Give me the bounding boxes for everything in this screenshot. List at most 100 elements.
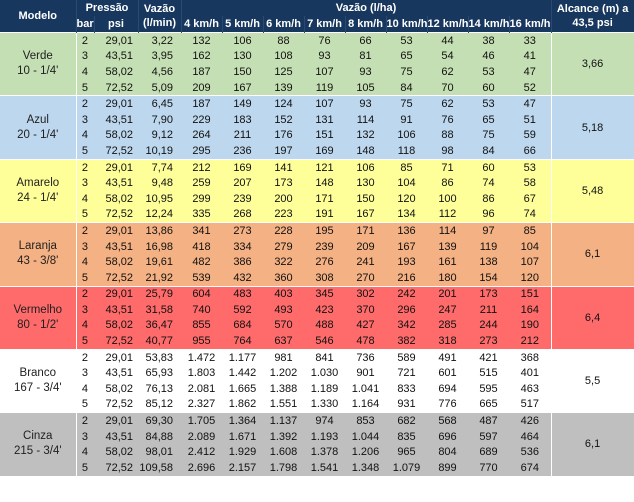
vazao-lha-value: 148 <box>315 177 334 190</box>
table-row: 4 58,02 98,01 2.412 1.929 1.608 1.378 1.206 965 8… <box>0 444 634 461</box>
vazao-lha-value: 1.177 <box>222 348 263 366</box>
vazao-lha-value: 53 <box>386 31 427 49</box>
psi-value: 29,01 <box>94 222 138 239</box>
vazao-lha-value: 488 <box>315 319 334 332</box>
vazao-lha-value: 592 <box>233 303 252 316</box>
bar-value: 5 <box>81 144 88 157</box>
vazao-lha-value: 2.089 <box>187 430 216 443</box>
model-size: 10 - 1/4' <box>17 65 59 78</box>
vazao-lmin-value: 5,09 <box>151 81 173 94</box>
vazao-lha-value: 60 <box>468 158 509 176</box>
vazao-lha-value: 241 <box>356 256 375 269</box>
vazao-lha-value: 120 <box>397 192 416 205</box>
vazao-lha-value: 104 <box>397 177 416 190</box>
vazao-lha-value: 74 <box>482 177 495 190</box>
vazao-lha-value: 696 <box>438 430 457 443</box>
vazao-lha-value: 487 <box>468 412 509 429</box>
vazao-lha-value: 162 <box>192 50 211 63</box>
vazao-lha-value: 546 <box>315 335 334 348</box>
vazao-lha-value: 106 <box>222 31 263 49</box>
bar-value: 3 <box>81 113 88 126</box>
model-name: Verde <box>22 50 53 63</box>
psi-value: 72,52 <box>105 208 133 221</box>
table-row: Vermelho 80 - 1/2' 2 29,01 25,79 604 483 403 345… <box>0 285 634 350</box>
psi-value: 43,51 <box>105 177 133 190</box>
vazao-lha-value: 1.392 <box>269 430 298 443</box>
vazao-lha-value: 47 <box>523 65 536 78</box>
alcance-value: 5,48 <box>550 158 634 223</box>
model-size: 24 - 1/4' <box>17 191 59 204</box>
vazao-lha-value: 1.442 <box>228 367 257 380</box>
psi-value: 29,01 <box>94 412 138 429</box>
vazao-lha-value: 1.330 <box>310 398 339 411</box>
vazao-lha-value: 66 <box>345 31 386 49</box>
table-row: 3 43,51 16,98 418 334 279 239 209 167 139 119 104 <box>0 238 634 255</box>
vazao-lmin-value: 36,47 <box>145 319 173 332</box>
psi-value: 72,52 <box>105 144 133 157</box>
vazao-lha-value: 597 <box>479 430 498 443</box>
vazao-lha-value: 65 <box>482 113 495 126</box>
model-name: Amarelo <box>16 176 60 189</box>
psi-value: 58,02 <box>105 382 133 395</box>
vazao-lha-value: 85 <box>509 222 552 239</box>
table-row: Branco 167 - 3/4' 2 29,01 53,83 1.472 1.177 981… <box>0 348 634 413</box>
vazao-lha-value: 108 <box>274 50 293 63</box>
vazao-lha-value: 131 <box>315 113 334 126</box>
vazao-lha-value: 130 <box>233 50 252 63</box>
vazao-lha-value: 1.044 <box>351 430 380 443</box>
table-row: Amarelo 24 - 1/4' 2 29,01 7,74 212 169 141 121 10… <box>0 158 634 223</box>
vazao-lha-value: 33 <box>509 31 552 49</box>
vazao-lha-value: 1.388 <box>269 382 298 395</box>
vazao-lha-value: 423 <box>315 303 334 316</box>
vazao-lha-value: 302 <box>345 285 386 303</box>
vazao-lha-value: 236 <box>233 144 252 157</box>
psi-value: 43,51 <box>105 303 133 316</box>
vazao-lha-value: 58 <box>523 177 536 190</box>
vazao-lmin-value: 7,90 <box>151 113 173 126</box>
table-row: 3 43,51 65,93 1.803 1.442 1.202 1.030 901 721 601… <box>0 365 634 382</box>
vazao-lha-value: 296 <box>397 303 416 316</box>
vazao-lha-value: 1.348 <box>351 461 380 474</box>
vazao-lha-value: 136 <box>386 222 427 239</box>
vazao-lha-value: 273 <box>479 335 498 348</box>
vazao-lha-value: 273 <box>222 222 263 239</box>
vazao-lha-value: 493 <box>274 303 293 316</box>
vazao-lha-value: 67 <box>523 192 536 205</box>
model-cell: Cinza 215 - 3/4' <box>0 412 77 476</box>
vazao-lha-value: 212 <box>181 158 222 176</box>
header-speed: 5 km/h <box>222 16 264 33</box>
vazao-lha-value: 1.202 <box>269 367 298 380</box>
header-psi: psi <box>94 16 139 33</box>
vazao-lha-value: 54 <box>441 50 454 63</box>
vazao-lha-value: 119 <box>479 240 498 253</box>
alcance-value: 5,18 <box>550 95 634 160</box>
model-size: 20 - 1/4' <box>17 128 59 141</box>
vazao-lha-value: 125 <box>274 65 293 78</box>
vazao-lha-value: 285 <box>438 319 457 332</box>
model-cell: Amarelo 24 - 1/4' <box>0 158 77 223</box>
vazao-lha-value: 901 <box>356 367 375 380</box>
vazao-lha-value: 211 <box>479 303 498 316</box>
vazao-lha-value: 432 <box>233 271 252 284</box>
model-size: 80 - 1/2' <box>17 318 59 331</box>
vazao-lmin-value: 16,98 <box>145 240 173 253</box>
psi-value: 29,01 <box>94 31 138 49</box>
vazao-lha-value: 1.665 <box>228 382 257 395</box>
vazao-lha-value: 478 <box>356 335 375 348</box>
vazao-lha-value: 104 <box>520 240 539 253</box>
vazao-lha-value: 981 <box>263 348 304 366</box>
vazao-lha-value: 1.862 <box>228 398 257 411</box>
vazao-lha-value: 229 <box>192 113 211 126</box>
vazao-lha-value: 689 <box>479 446 498 459</box>
vazao-lmin-value: 40,77 <box>145 335 173 348</box>
vazao-lha-value: 76 <box>304 31 345 49</box>
vazao-lha-value: 247 <box>438 303 457 316</box>
vazao-lha-value: 1.030 <box>310 367 339 380</box>
table-row: 5 72,52 12,24 335 268 223 191 167 134 112 96 74 <box>0 206 634 223</box>
header-speed: 6 km/h <box>263 16 305 33</box>
vazao-lha-value: 382 <box>397 335 416 348</box>
vazao-lha-value: 107 <box>520 256 539 269</box>
vazao-lha-value: 855 <box>192 319 211 332</box>
psi-value: 58,02 <box>105 129 133 142</box>
model-cell: Laranja 43 - 3/8' <box>0 222 77 286</box>
